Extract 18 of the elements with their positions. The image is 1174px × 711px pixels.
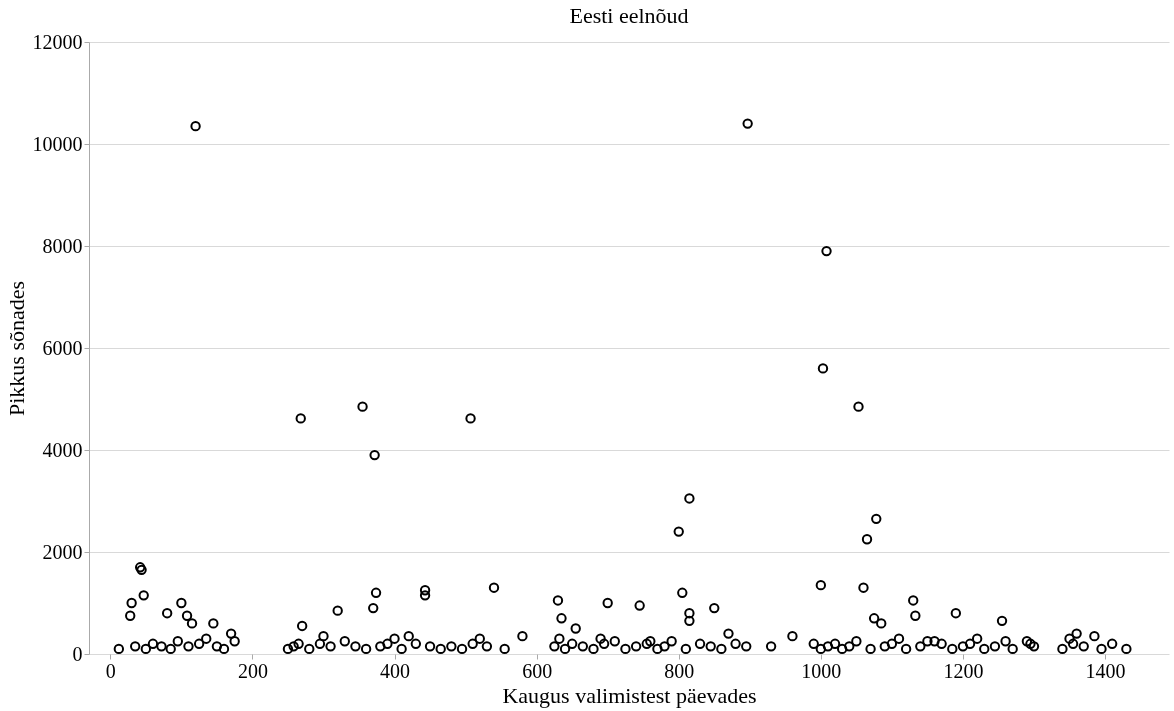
x-tick-label: 600	[522, 659, 553, 682]
x-tick-label: 1400	[1085, 659, 1126, 682]
y-tick-label: 12000	[32, 30, 83, 53]
x-tick-label: 400	[380, 659, 411, 682]
y-tick-label: 10000	[32, 132, 83, 155]
y-tick-label: 8000	[42, 234, 83, 257]
y-axis-title: Pikkus sõnades	[3, 280, 29, 417]
x-tick-label: 1200	[943, 659, 984, 682]
y-tick-label: 0	[72, 642, 83, 665]
x-tick-label: 800	[664, 659, 695, 682]
x-tick-label: 0	[105, 659, 116, 682]
x-tick-label: 1000	[801, 659, 842, 682]
x-axis-title: Kaugus valimistest päevades	[502, 682, 757, 708]
chart-title: Eesti eelnõud	[569, 3, 689, 28]
x-tick-label: 200	[237, 659, 268, 682]
y-tick-label: 6000	[42, 336, 83, 359]
y-tick-label: 4000	[42, 438, 83, 461]
y-tick-label: 2000	[42, 540, 83, 563]
